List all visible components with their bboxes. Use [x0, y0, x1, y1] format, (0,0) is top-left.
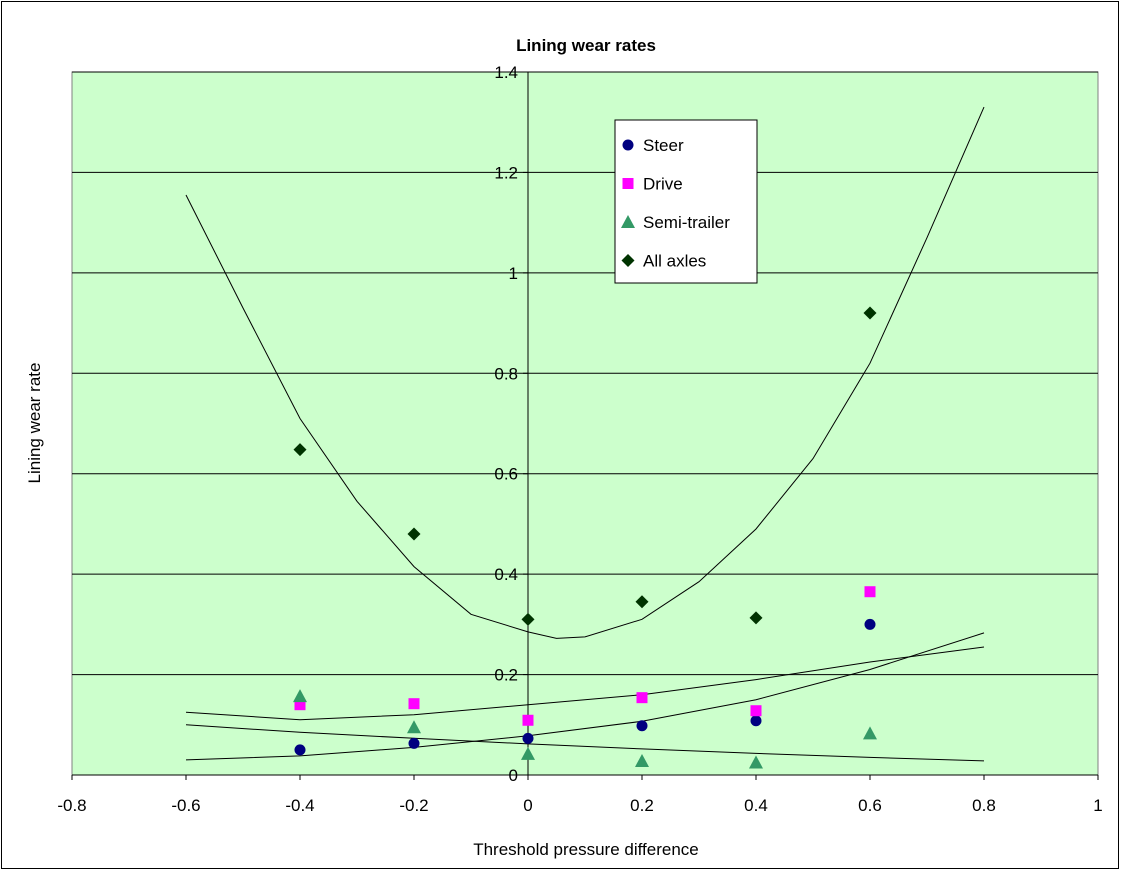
series-all-axles	[293, 306, 877, 626]
legend-marker	[621, 254, 635, 267]
x-tick-label: -0.6	[171, 796, 200, 815]
legend-marker	[622, 139, 634, 151]
tick-labels: -0.8 -0.6 -0.4 -0.2 0 0.2 0.4 0.6 0.8 1 0 0.2 0.4 0.6…	[57, 63, 1102, 815]
data-point	[294, 744, 306, 756]
y-tick-label: 1.4	[494, 63, 518, 82]
y-tick-label: 0.6	[494, 465, 518, 484]
chart-title: Lining wear rates	[516, 36, 656, 55]
legend-label: Steer	[643, 136, 684, 155]
legend-box	[614, 119, 758, 284]
y-tick-label: 1	[509, 264, 518, 283]
data-point	[749, 755, 763, 769]
gridlines	[72, 71, 1098, 676]
axes	[72, 72, 1098, 776]
data-point	[293, 443, 307, 457]
legend-marker	[621, 215, 635, 228]
data-point	[408, 737, 420, 749]
data-point	[635, 595, 649, 609]
y-tick-label: 0	[509, 766, 518, 785]
trendline-semi-trailer	[185, 724, 985, 762]
y-axis-label: Lining wear rate	[25, 363, 44, 484]
data-point	[635, 753, 649, 767]
data-point	[521, 612, 535, 626]
data-point	[864, 618, 876, 630]
x-tick-label: 0.6	[858, 796, 882, 815]
series-semi-trailer	[293, 689, 877, 769]
legend-label: All axles	[643, 252, 706, 271]
x-tick-label: 0.2	[630, 796, 654, 815]
trendline-steer	[185, 632, 985, 761]
data-point	[407, 720, 421, 734]
x-tick-label: -0.4	[285, 796, 314, 815]
y-tick-label: 0.4	[494, 565, 518, 584]
y-tick-label: 0.2	[494, 666, 518, 685]
data-point	[636, 692, 648, 704]
data-point	[750, 705, 762, 717]
data-point	[294, 699, 306, 711]
data-point	[522, 732, 534, 744]
x-tick-label: 0.8	[972, 796, 996, 815]
data-point	[749, 611, 763, 625]
plot-area	[71, 71, 1099, 776]
legend-label: Drive	[643, 175, 683, 194]
data-points	[293, 306, 877, 769]
data-point	[407, 527, 421, 541]
data-point	[408, 698, 420, 710]
data-point	[293, 689, 307, 703]
data-point	[522, 714, 534, 726]
trendline-drive	[185, 646, 985, 721]
y-tick-label: 0.8	[494, 364, 518, 383]
data-point	[750, 715, 762, 727]
x-tick-label: 1	[1093, 796, 1102, 815]
series-drive	[294, 586, 876, 726]
series-steer	[294, 618, 876, 756]
legend-marker	[622, 178, 634, 189]
data-point	[636, 720, 648, 732]
x-tick-label: 0	[523, 796, 532, 815]
trendline-all-axles	[185, 106, 985, 639]
data-point	[863, 306, 877, 320]
x-axis-label: Threshold pressure difference	[473, 840, 699, 859]
data-point	[521, 746, 535, 760]
data-point	[864, 586, 876, 598]
y-tick-label: 1.2	[494, 163, 518, 182]
x-tick-label: 0.4	[744, 796, 768, 815]
legend-label: Semi-trailer	[643, 213, 730, 232]
x-tick-label: -0.8	[57, 796, 86, 815]
trendlines	[185, 106, 985, 762]
x-tick-label: -0.2	[399, 796, 428, 815]
data-point	[863, 726, 877, 740]
legend: Steer Drive Semi-trailer All axles	[614, 119, 758, 284]
